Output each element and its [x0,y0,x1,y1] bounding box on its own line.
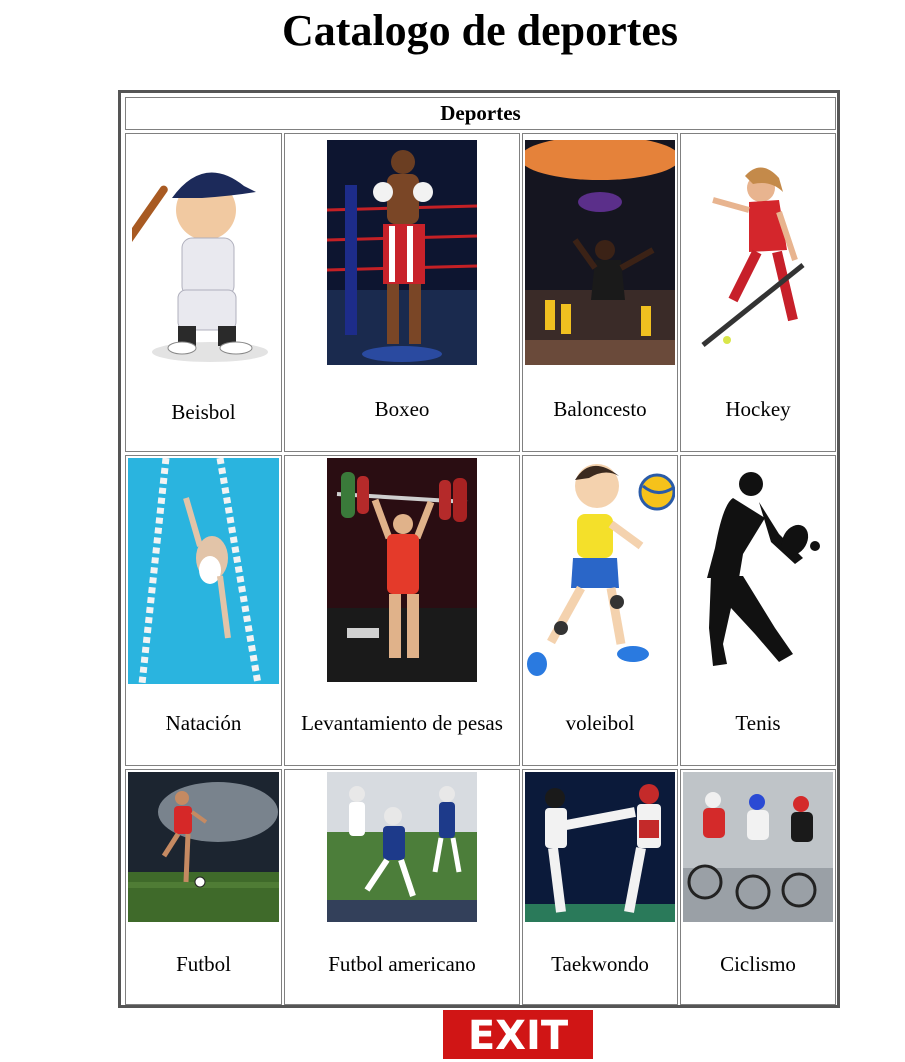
boxeo-label: Boxeo [374,397,430,421]
ciclismo-label: Ciclismo [720,952,796,976]
taekwondo-image [525,772,675,922]
sport-cell-futbol: Futbol [125,769,282,1005]
taekwondo-label: Taekwondo [551,952,649,976]
natacion-image [128,458,279,684]
sport-cell-tenis: Tenis [680,455,836,766]
table-header: Deportes [125,97,836,130]
sport-cell-taekwondo: Taekwondo [522,769,678,1005]
baloncesto-image [525,140,675,365]
sport-cell-futbol-americano: Futbol americano [284,769,520,1005]
sport-cell-natacion: Natación [125,455,282,766]
tenis-label: Tenis [735,711,781,735]
hockey-label: Hockey [725,397,791,421]
sport-cell-ciclismo: Ciclismo [680,769,836,1005]
sports-table: Deportes Beisbol [118,90,840,1008]
page-title: Catalogo de deportes [282,6,678,55]
beisbol-label: Beisbol [171,400,236,424]
sport-cell-hockey: Hockey [680,133,836,452]
levantamiento-image [327,458,477,682]
exit-button[interactable]: EXIT [443,1010,593,1059]
voleibol-image [525,458,675,682]
levantamiento-label: Levantamiento de pesas [301,711,503,735]
ciclismo-image [683,772,833,922]
tenis-image [683,458,833,682]
boxeo-image [327,140,477,365]
voleibol-label: voleibol [565,711,635,735]
sport-cell-baloncesto: Baloncesto [522,133,678,452]
natacion-label: Natación [165,711,242,735]
futbol-americano-label: Futbol americano [328,952,476,976]
hockey-image [683,140,833,365]
futbol-americano-image [327,772,477,922]
sport-cell-voleibol: voleibol [522,455,678,766]
sport-cell-boxeo: Boxeo [284,133,520,452]
table-header-label: Deportes [440,101,521,125]
futbol-image [128,772,279,922]
sport-cell-beisbol: Beisbol [125,133,282,452]
sport-cell-levantamiento: Levantamiento de pesas [284,455,520,766]
baloncesto-label: Baloncesto [553,397,647,421]
beisbol-image [132,140,277,366]
futbol-label: Futbol [176,952,231,976]
